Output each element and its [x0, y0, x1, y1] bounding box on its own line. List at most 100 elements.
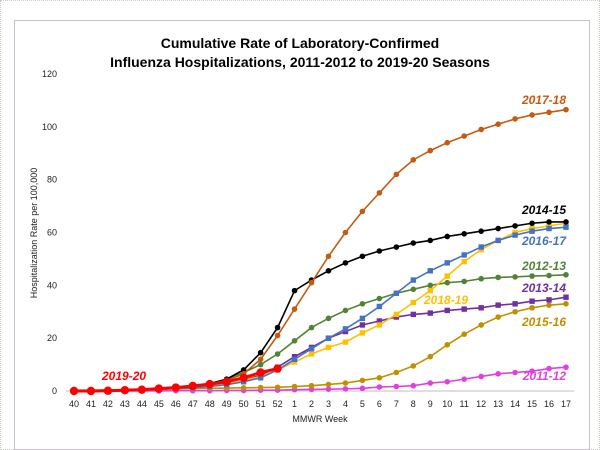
data-point-2018-19 [325, 344, 332, 351]
data-point-2011-12 [427, 380, 434, 386]
data-point-2012-13 [291, 338, 298, 344]
x-tick-label: 2 [309, 399, 314, 409]
x-tick-label: 16 [544, 399, 554, 409]
data-point-2018-19 [427, 287, 433, 294]
data-point-2013-14 [529, 298, 535, 304]
y-tick-label: 80 [47, 175, 57, 185]
data-point-2016-17 [291, 356, 298, 362]
data-point-2016-17 [546, 225, 552, 232]
series-line-2015-16 [74, 303, 567, 392]
x-tick-label: 40 [69, 399, 79, 409]
data-point-2014-15 [495, 225, 501, 232]
data-point-2017-18 [478, 126, 484, 133]
data-point-2015-16 [563, 301, 569, 307]
data-point-2015-16 [359, 377, 366, 384]
x-tick-label: 43 [120, 399, 130, 409]
data-point-2015-16 [342, 380, 349, 386]
data-point-2016-17 [461, 252, 467, 258]
series-label-2012-13: 2012-13 [521, 259, 566, 273]
x-tick-label: 13 [493, 399, 503, 409]
series-label-2016-17: 2016-17 [521, 234, 567, 248]
data-point-2017-18 [291, 306, 298, 312]
data-point-2016-17 [529, 228, 535, 234]
data-point-2012-13 [461, 278, 468, 285]
data-point-2019-20 [188, 381, 197, 391]
x-tick-label: 7 [394, 399, 399, 409]
y-tick-label: 20 [47, 333, 57, 343]
data-point-2014-15 [359, 253, 366, 260]
data-point-2013-14 [563, 294, 569, 300]
data-point-2014-15 [478, 228, 484, 234]
data-point-2016-17 [512, 232, 518, 238]
series-label-2019-20: 2019-20 [101, 369, 146, 383]
data-point-2017-18 [546, 109, 552, 116]
data-point-2013-14 [410, 311, 417, 318]
data-point-2014-15 [529, 220, 535, 227]
data-point-2015-16 [274, 384, 281, 391]
data-point-2011-12 [512, 369, 518, 376]
data-point-2017-18 [461, 133, 468, 139]
data-point-2018-19 [393, 311, 400, 318]
x-tick-label: 46 [171, 399, 181, 409]
data-point-2015-16 [393, 369, 400, 376]
data-point-2012-13 [427, 282, 434, 289]
x-tick-label: 52 [273, 399, 283, 409]
data-point-2016-17 [427, 268, 433, 274]
data-point-2015-16 [291, 383, 298, 390]
data-point-2013-14 [376, 318, 383, 324]
data-point-2013-14 [359, 322, 366, 328]
data-point-2016-17 [359, 315, 366, 322]
data-point-2014-15 [563, 219, 569, 225]
series-line-2017-18 [74, 108, 567, 392]
series-label-2015-16: 2015-16 [521, 315, 566, 329]
data-point-2015-16 [410, 363, 417, 369]
data-point-2012-13 [546, 272, 552, 279]
data-point-2019-20 [171, 383, 180, 392]
data-point-2015-16 [529, 304, 535, 311]
series-label-2017-18: 2017-18 [521, 93, 566, 107]
data-point-2012-13 [512, 274, 518, 280]
data-point-2012-13 [257, 361, 264, 368]
data-point-2012-13 [410, 286, 417, 293]
series-label-2011-12: 2011-12 [522, 369, 566, 383]
data-point-2012-13 [376, 295, 383, 302]
data-point-2014-15 [325, 268, 332, 274]
data-point-2011-12 [563, 364, 569, 371]
data-point-2017-18 [376, 190, 383, 196]
data-point-2013-14 [546, 297, 552, 303]
data-point-2016-17 [563, 224, 569, 230]
x-tick-label: 12 [476, 399, 486, 409]
x-tick-label: 5 [360, 399, 365, 409]
data-point-2019-20 [86, 386, 96, 396]
x-tick-label: 50 [239, 399, 249, 409]
data-point-2019-20 [205, 379, 214, 389]
data-point-2011-12 [393, 383, 400, 390]
data-point-2015-16 [478, 322, 484, 328]
data-point-2019-20 [239, 373, 248, 382]
series-line-2011-12 [74, 366, 567, 392]
data-point-2014-15 [257, 349, 264, 356]
data-point-2015-16 [308, 382, 315, 389]
x-tick-label: 51 [256, 399, 266, 409]
data-point-2015-16 [444, 341, 451, 348]
data-point-2014-15 [393, 244, 400, 250]
data-point-2017-18 [274, 332, 281, 339]
data-point-2017-18 [444, 139, 451, 146]
data-point-2012-13 [359, 301, 366, 307]
data-point-2014-15 [427, 237, 434, 244]
data-point-2016-17 [376, 303, 383, 310]
x-tick-label: 9 [428, 399, 433, 409]
data-point-2019-20 [120, 386, 130, 395]
y-tick-label: 0 [52, 386, 57, 396]
data-point-2011-12 [495, 371, 501, 377]
x-axis-label: MMWR Week [292, 414, 348, 424]
data-point-2016-17 [393, 290, 400, 296]
data-point-2014-15 [291, 287, 298, 294]
data-point-2017-18 [393, 171, 400, 178]
x-tick-label: 44 [137, 399, 147, 409]
x-tick-label: 17 [561, 399, 571, 409]
y-tick-label: 100 [42, 122, 57, 132]
data-point-2018-19 [359, 330, 366, 336]
x-tick-label: 1 [292, 399, 297, 409]
series-label-2014-15: 2014-15 [521, 203, 566, 217]
